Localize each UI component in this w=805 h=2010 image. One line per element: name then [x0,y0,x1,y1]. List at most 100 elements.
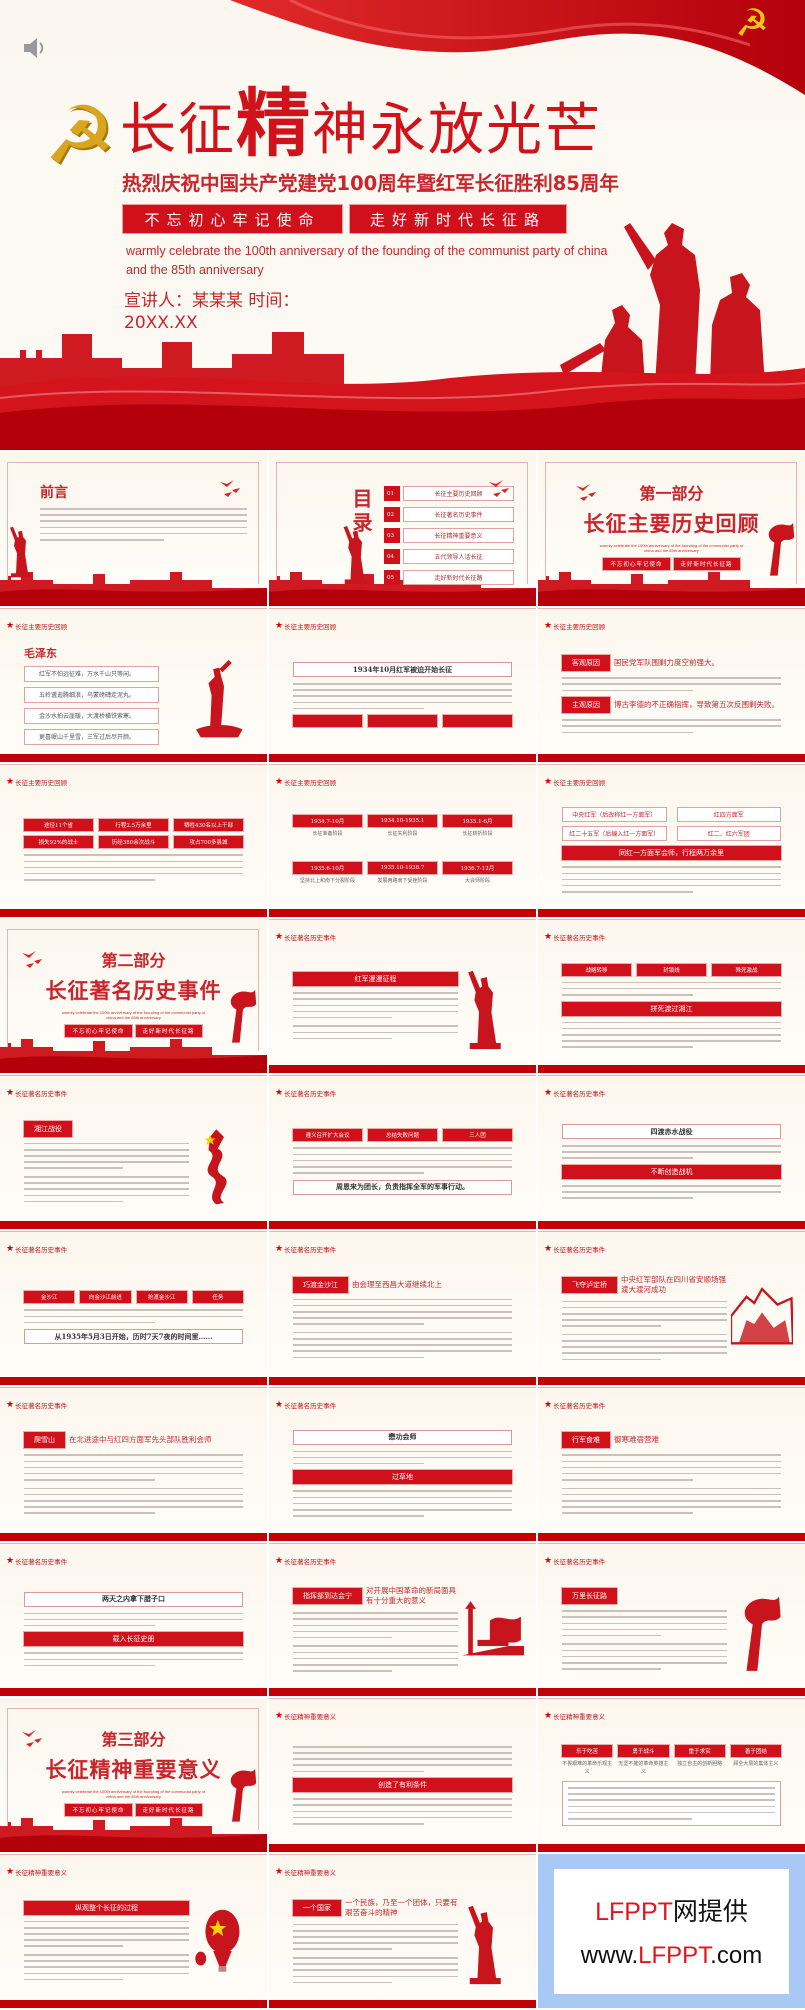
slogan-button: 不忘初心牢记使命 [603,558,670,570]
text-line [293,1490,512,1493]
text-line [40,514,247,516]
soldier-figure-icon [10,526,31,578]
slide-content[interactable]: ★ 长征著名历史事件 指挥部到达会宁 对开展中国革命的新局面具有十分重大的意义 [269,1542,536,1697]
section-header: ★ 长征精神重要意义 [275,1711,336,1721]
paragraph-text [293,1489,512,1517]
paragraph-text [293,1745,512,1773]
slide-content[interactable]: ★ 长征著名历史事件 四渡赤水战役 不断创造战机 [538,1075,805,1229]
slide-content[interactable]: ★ 长征精神重要意义 创造了有利条件 [269,1698,536,1853]
slide-content[interactable]: ★ 长征著名历史事件 两天之内拿下腊子口 载入长征史册 [0,1542,267,1697]
text-line [293,1016,392,1019]
slide-content[interactable]: ★ 长征主要历史回顾 客观原因 国民党军队围剿力度空前强大。 主观原因 博古李德的不正确指… [538,607,805,762]
text-line [293,1356,425,1359]
slide-content[interactable]: ★ 长征主要历史回顾 中央红军（后改称红一方面军） 红四方面军 红二十五军（后编入红一方… [538,763,805,918]
red-tag: 指挥部到达会宁 [293,1588,362,1605]
paragraph-text [293,1923,458,1951]
text-line [293,1929,458,1932]
text-line [562,1634,661,1637]
text-line [293,1798,512,1800]
text-line [562,1346,727,1348]
slide-content[interactable]: ★ 长征主要历史回顾 1934.7-10月 长征准备阶段 1934.10-1935.1 长… [269,763,536,918]
paragraph-text [562,1487,781,1515]
ad-card[interactable]: LFPPT网提供 www.LFPPT.com [554,1868,789,1994]
slide-content[interactable]: ★ 长征著名历史事件 飞夺泸定桥 中央红军部队在四川省安顺场强渡大渡河成功 [538,1230,805,1385]
section-header: ★ 长征著名历史事件 [275,1556,336,1566]
slide-content[interactable]: ★ 长征著名历史事件 爬雪山 在北进途中与红四方面军先头部队胜利会师 [0,1386,267,1541]
paragraph-text [562,1144,781,1160]
text-line [24,1512,156,1515]
text-line [24,1194,189,1197]
red-label-box: 损失92%的战士 [24,836,93,849]
tag-heading: 爬雪山 在北进途中与红四方面军先头部队胜利会师 [24,1432,243,1449]
text-line [293,683,512,685]
star-icon: ★ [6,1399,15,1410]
toc-item[interactable]: 03 长征精神重要意义 [384,528,514,543]
section-header-label: 长征精神重要意义 [284,1869,337,1878]
slide-ad[interactable]: LFPPT网提供 www.LFPPT.com [538,1854,805,2008]
slide-content[interactable]: ★ 长征著名历史事件 懋功会师 过草地 [269,1386,536,1541]
slide-content[interactable]: ★ 长征著名历史事件 湘江战役 [0,1075,267,1229]
text-line [24,1142,189,1145]
slide-content[interactable]: ★ 长征著名历史事件 金沙江 向金沙江前进 抢渡金沙江 任务 从1935年5月3日开始，历时… [0,1230,267,1385]
slide-content[interactable]: ★ 长征著名历史事件 战略转移 封锁线 殊死激战 拼死渡过湘江 [538,919,805,1074]
paragraph-text [562,1453,781,1481]
preface-title: 前言 [40,485,68,501]
text-line [562,1352,727,1355]
text-line [24,1309,243,1311]
box-caption: 长征失利阶段 [387,831,418,838]
star-icon: ★ [275,620,284,631]
text-line [293,998,458,1000]
slide-part[interactable]: 第二部分 长征著名历史事件 warmly celebrate the 100th a… [0,919,267,1074]
slide-content[interactable]: ★ 长征著名历史事件 红军漫漫征程 [269,919,536,1074]
title-emphasis: 精 [236,81,312,167]
toc-item[interactable]: 02 长征著名历史事件 [384,507,514,522]
slide-content[interactable]: ★ 长征精神重要意义 纵观整个长征的过程 [0,1854,267,2008]
section-header: ★ 长征著名历史事件 [544,1088,605,1098]
text-line [293,1804,512,1807]
text-line [562,1472,781,1475]
part-number: 第一部分 [639,484,704,503]
bottom-band [269,1688,536,1697]
toc-item[interactable]: 01 长征主要历史回顾 [384,486,514,501]
top-line [269,1698,536,1700]
text-line [24,1933,189,1935]
slide-content[interactable]: ★ 长征著名历史事件 巧渡金沙江 由会理至西昌大道继续北上 [269,1230,536,1385]
slide-part[interactable]: 第一部分 长征主要历史回顾 warmly celebrate the 100th a… [538,452,805,606]
slide-content[interactable]: ★ 长征主要历史回顾 1934年10月红军被迫开始长征 [269,607,536,762]
box-column: 途径11个省 [24,819,93,832]
bottom-band [538,1532,805,1541]
text-line [293,1758,512,1760]
part-english: warmly celebrate the 100th anniversary o… [599,543,744,553]
red-label-box: 封锁线 [637,963,706,976]
great-wall-icon [0,1039,267,1074]
ad-brand-line: LFPPT网提供 [595,1892,748,1928]
slide-toc[interactable]: 目录 01 长征主要历史回顾 02 长征著名历史事件 03 长征精神重要意义 04 五代领导人话… [269,452,536,606]
date-label: 20XX.XX [124,313,198,333]
slide-content[interactable]: ★ 长征主要历史回顾 毛泽东 红军不怕远征难，万水千山只等闲。 五岭逶迤腾细浪，乌蒙磅礴… [0,607,267,762]
star-icon: ★ [544,1555,553,1566]
slide-content[interactable]: ★ 长征精神重要意义 乐于吃苦 不畏艰难的革命乐观主义 勇于战斗 无坚不摧的革命英雄主义重… [538,1698,805,1853]
toc-item[interactable]: 05 走好新时代长征路 [384,570,514,585]
ad-url[interactable]: www.LFPPT.com [581,1942,762,1970]
text-line [24,1479,156,1481]
slide-preface[interactable]: 前言 [0,452,267,606]
slide-content[interactable]: ★ 长征主要历史回顾 途径11个省 行程2.5万余里 牺牲430名以上干部 损失92%的战… [0,763,267,918]
slide-content[interactable]: ★ 长征著名历史事件 行军食难 御寒难宿营难 [538,1386,805,1541]
box-column: 向金沙江前进 [80,1291,131,1304]
text-line [562,891,694,893]
section-header-label: 长征主要历史回顾 [553,778,606,787]
slide-content: 懋功会师 过草地 [293,1423,512,1525]
part-title: 长征精神重要意义 [45,1758,222,1783]
text-line [562,994,694,996]
slide-part[interactable]: 第三部分 长征精神重要意义 warmly celebrate the 100th a… [0,1698,267,1853]
slide-content[interactable]: ★ 长征著名历史事件 遵义召开扩大会议 总结失败问题 三人团 周恩来为团长，负责指挥全军的… [269,1075,536,1229]
toc-item[interactable]: 04 五代领导人话长征 [384,549,514,564]
slide-content[interactable]: ★ 长征著名历史事件 万里长征路 [538,1542,805,1697]
speaker-icon[interactable] [22,36,48,60]
box-column: 善于团结 顾全大局的集体主义 [730,1745,781,1776]
slide-content: 红军漫漫征程 [293,955,458,1057]
url-post: .com [710,1942,763,1970]
slide-frame [545,462,797,584]
flag-figure-icon [744,1595,781,1671]
slide-content[interactable]: ★ 长征精神重要意义 一个国家 一个民族，乃至一个团体，只要有艰苦奋斗的精神 [269,1854,536,2008]
